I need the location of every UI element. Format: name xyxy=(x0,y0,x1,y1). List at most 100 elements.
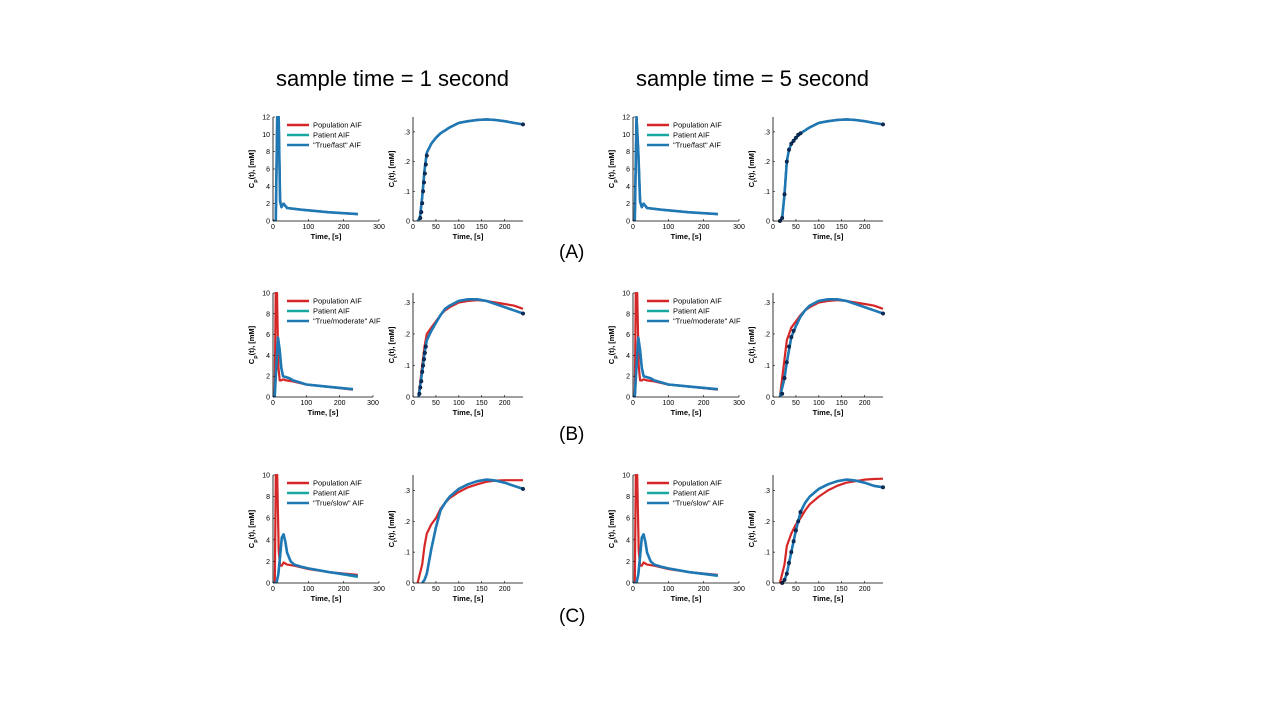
chart-panel-tissue: 0 50 100 150 200 0 .1 .2 .3 Time, [s] Ct(t), [mM] xyxy=(387,117,526,241)
x-axis-label: Time, [s] xyxy=(813,232,844,241)
y-tick-label: 2 xyxy=(266,559,270,566)
sample-marker xyxy=(424,153,429,158)
legend-entry: Patient AIF xyxy=(313,131,350,140)
series-line-patientaif xyxy=(778,298,884,397)
sample-marker xyxy=(793,135,798,140)
y-tick-label: 0 xyxy=(766,219,770,226)
sample-marker xyxy=(420,201,425,206)
y-tick-label: 2 xyxy=(626,201,630,208)
y-tick-label: 2 xyxy=(266,201,270,208)
y-tick-label: 0 xyxy=(626,581,630,588)
legend-entry: Population AIF xyxy=(673,297,722,306)
sample-marker xyxy=(789,335,794,340)
y-tick-label: 0 xyxy=(266,395,270,402)
sample-marker xyxy=(422,180,427,185)
legend-entry: Patient AIF xyxy=(673,307,710,316)
y-tick-label: 6 xyxy=(626,167,630,174)
sample-marker xyxy=(423,162,428,167)
row-label-b: (B) xyxy=(559,424,585,445)
x-tick-label: 150 xyxy=(476,586,488,593)
x-tick-label: 150 xyxy=(836,400,848,407)
legend-entry: "True/moderate" AIF xyxy=(313,317,381,326)
x-axis-label: Time, [s] xyxy=(311,232,342,241)
sample-marker xyxy=(780,215,785,220)
sample-marker xyxy=(417,391,422,396)
legend-entry: Population AIF xyxy=(313,121,362,130)
series-line-truefastaif xyxy=(273,116,358,221)
sample-marker xyxy=(798,131,803,136)
series-line-trueslowaif xyxy=(633,533,718,583)
sample-marker xyxy=(782,376,787,381)
y-tick-label: 8 xyxy=(266,494,270,501)
x-axis-label: Time, [s] xyxy=(671,408,702,417)
y-tick-label: 6 xyxy=(266,332,270,339)
y-tick-label: 0 xyxy=(266,219,270,226)
sample-marker xyxy=(418,215,423,220)
y-tick-label: .2 xyxy=(764,331,770,338)
x-tick-label: 100 xyxy=(662,224,674,231)
x-tick-label: 50 xyxy=(432,224,440,231)
y-axis-label: Cp(t), [mM] xyxy=(607,509,619,548)
y-tick-label: 0 xyxy=(626,219,630,226)
x-tick-label: 0 xyxy=(411,586,415,593)
sample-marker xyxy=(418,385,423,390)
series-line-populationaif xyxy=(779,118,884,221)
chart-panel-tissue: 0 50 100 150 200 0 .1 .2 .3 Time, [s] Ct(t), [mM] xyxy=(387,475,526,603)
x-axis-label: Time, [s] xyxy=(671,232,702,241)
x-tick-label: 200 xyxy=(499,224,511,231)
row-label-a: (A) xyxy=(559,242,585,263)
x-tick-label: 200 xyxy=(698,586,710,593)
y-tick-label: 4 xyxy=(266,537,270,544)
x-axis-label: Time, [s] xyxy=(453,408,484,417)
sample-marker xyxy=(791,138,796,143)
y-tick-label: 6 xyxy=(626,516,630,523)
y-tick-label: .3 xyxy=(764,300,770,307)
x-tick-label: 100 xyxy=(453,224,465,231)
y-tick-label: .3 xyxy=(404,488,410,495)
y-tick-label: .3 xyxy=(404,300,410,307)
y-tick-label: 6 xyxy=(266,167,270,174)
x-tick-label: 0 xyxy=(771,586,775,593)
x-tick-label: 100 xyxy=(813,400,825,407)
y-axis-label: Ct(t), [mM] xyxy=(747,150,759,187)
sample-marker xyxy=(796,519,801,524)
series-line-trueslowaif xyxy=(421,478,524,583)
legend-entry: "True/fast" AIF xyxy=(313,141,361,150)
y-tick-label: 8 xyxy=(626,149,630,156)
y-tick-label: 0 xyxy=(406,219,410,226)
y-tick-label: 8 xyxy=(626,311,630,318)
series-line-truemoderateaif xyxy=(273,336,354,397)
sample-marker xyxy=(419,379,424,384)
sample-marker xyxy=(780,391,785,396)
y-tick-label: .2 xyxy=(404,159,410,166)
row-label-c: (C) xyxy=(559,606,586,627)
sample-marker xyxy=(881,311,886,316)
sample-marker xyxy=(521,486,526,491)
x-axis-label: Time, [s] xyxy=(813,408,844,417)
y-tick-label: 4 xyxy=(266,184,270,191)
legend-entry: Population AIF xyxy=(673,479,722,488)
legend-entry: "True/slow" AIF xyxy=(313,499,364,508)
x-axis-label: Time, [s] xyxy=(453,594,484,603)
x-tick-label: 0 xyxy=(271,586,275,593)
x-tick-label: 0 xyxy=(411,224,415,231)
x-tick-label: 50 xyxy=(792,586,800,593)
column-title-1s: sample time = 1 second xyxy=(276,66,509,91)
y-tick-label: 4 xyxy=(626,184,630,191)
y-tick-label: 0 xyxy=(766,395,770,402)
series-line-populationaif xyxy=(417,299,524,397)
x-tick-label: 150 xyxy=(476,400,488,407)
y-tick-label: .2 xyxy=(764,159,770,166)
y-tick-label: .2 xyxy=(404,331,410,338)
y-tick-label: 10 xyxy=(262,132,270,139)
y-tick-label: 2 xyxy=(266,374,270,381)
x-tick-label: 300 xyxy=(373,224,385,231)
x-tick-label: 200 xyxy=(334,400,346,407)
y-axis-label: Cp(t), [mM] xyxy=(247,325,259,364)
sample-marker xyxy=(521,122,526,127)
column-title-5s: sample time = 5 second xyxy=(636,66,869,91)
x-tick-label: 200 xyxy=(859,400,871,407)
chart-panel-plasma: 0 100 200 300 0 2 4 6 8 10 12 Time, [s] Cp(t), [mM] P… xyxy=(607,115,745,242)
series-line-populationaif xyxy=(416,479,523,583)
